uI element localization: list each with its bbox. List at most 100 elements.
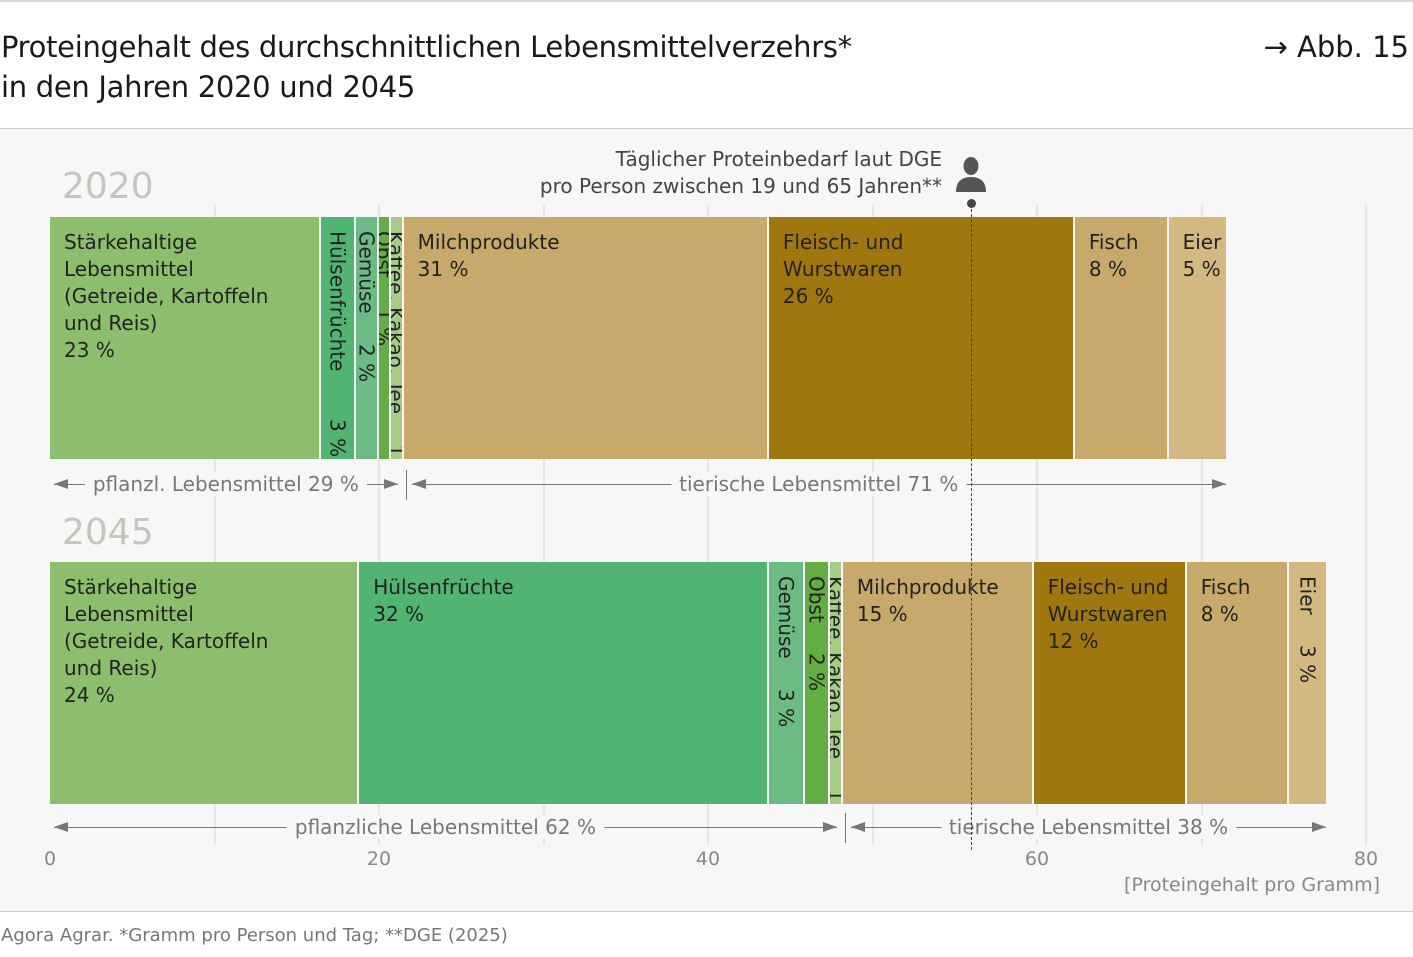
- gridline: [1365, 205, 1367, 845]
- segment-label: Stärkehaltige Lebensmittel (Getreide, Kart…: [64, 574, 268, 709]
- segment-label-line: Eier: [1182, 230, 1222, 254]
- bar-segment: Obst 1 %: [379, 217, 389, 459]
- gridline: [707, 205, 709, 845]
- arrow-left-icon: [850, 822, 865, 832]
- segment-pct: 24 %: [64, 683, 115, 707]
- gridline: [378, 205, 380, 845]
- x-tick-label: 40: [695, 848, 721, 870]
- source-note: Agora Agrar. *Gramm pro Person und Tag; …: [1, 925, 508, 946]
- segment-label-line: und Reis): [64, 656, 158, 680]
- segment-pct: 15 %: [856, 602, 908, 626]
- segment-label: Fleisch- und Wurstwaren 12 %: [1048, 574, 1169, 655]
- segment-pct: 26 %: [782, 284, 834, 308]
- segment-label-line: Milchprodukte: [417, 230, 560, 254]
- segment-label: Stärkehaltige Lebensmittel (Getreide, Kart…: [64, 229, 268, 364]
- group-separator: [844, 813, 846, 843]
- segment-label: Eier 3 %: [1295, 576, 1320, 683]
- segment-label: Eier 5 %: [1183, 229, 1222, 283]
- gridline: [213, 205, 216, 845]
- arrow-right-icon: [1312, 822, 1327, 832]
- segment-pct: 8 %: [1200, 602, 1239, 626]
- group-label: tierische Lebensmittel 71 %: [671, 472, 967, 496]
- group-label: pflanzliche Lebensmittel 62 %: [286, 815, 604, 839]
- segment-pct: 8 %: [1088, 257, 1127, 281]
- segment-label: Fisch 8 %: [1089, 229, 1139, 283]
- bar-segment: Gemüse 2 %: [355, 217, 377, 459]
- segment-label: Obst 1 %: [379, 231, 389, 346]
- segment-label-line: Milchprodukte: [856, 575, 999, 599]
- segment-label-line: Lebensmittel: [64, 257, 194, 281]
- arrow-left-icon: [54, 479, 68, 489]
- segment-name: Gemüse: [773, 576, 798, 659]
- segment-label: Hülsenfrüchte 3 %: [325, 231, 350, 457]
- x-tick-label: 20: [366, 848, 392, 870]
- bar-segment: Stärkehaltige Lebensmittel (Getreide, Kart…: [50, 217, 320, 459]
- bar-segment: Eier 5 %: [1168, 217, 1226, 459]
- dge-reference-line: [971, 204, 973, 850]
- x-tick-label: 80: [1353, 848, 1379, 870]
- bar-segment: Kaffee, Kakao, Tee 1 %: [829, 562, 841, 804]
- arrow-right-icon: [1211, 479, 1226, 489]
- segment-pct: 23 %: [64, 338, 115, 362]
- title-line-1: Proteingehalt des durchschnittlichen Leb…: [1, 30, 852, 64]
- group-label: pflanzl. Lebensmittel 29 %: [84, 472, 367, 496]
- segment-label-line: Fisch: [1088, 230, 1139, 254]
- bar-segment: Fleisch- und Wurstwaren 12 %: [1033, 562, 1185, 804]
- year-label: 2045: [62, 512, 154, 553]
- bar-segment: Obst 2 %: [805, 562, 828, 804]
- bar-segment: Stärkehaltige Lebensmittel (Getreide, Kart…: [50, 562, 358, 804]
- segment-label-line: Fleisch- und: [782, 230, 904, 254]
- bar-segment: Milchprodukte 31 %: [403, 217, 767, 459]
- segment-label-line: und Reis): [64, 311, 158, 335]
- bar-segment: Fisch 8 %: [1074, 217, 1167, 459]
- segment-label-line: Wurstwaren: [782, 257, 903, 281]
- segment-pct: 2 %: [355, 343, 377, 382]
- bar-segment: Fisch 8 %: [1186, 562, 1287, 804]
- segment-pct: 3 %: [773, 688, 798, 727]
- segment-label: Milchprodukte 31 %: [418, 229, 560, 283]
- segment-pct: 31 %: [417, 257, 469, 281]
- bar-segment: Fleisch- und Wurstwaren 26 %: [768, 217, 1073, 459]
- segment-name: Kaffee, Kakao, Tee: [390, 231, 402, 415]
- segment-label: Fleisch- und Wurstwaren 26 %: [783, 229, 904, 310]
- bar-segment: Milchprodukte 15 %: [842, 562, 1032, 804]
- segment-pct: 3 %: [325, 418, 350, 457]
- segment-label-line: (Getreide, Kartoffeln: [64, 629, 269, 653]
- segment-pct: 1 %: [379, 307, 389, 346]
- dge-label-line-2: pro Person zwischen 19 und 65 Jahren**: [539, 174, 942, 198]
- segment-name: Eier: [1295, 576, 1320, 615]
- segment-label: Obst 2 %: [805, 576, 828, 691]
- person-icon: [956, 157, 986, 192]
- segment-label: Kaffee, Kakao, Tee 1 %: [390, 231, 402, 459]
- segment-label: Fisch 8 %: [1201, 574, 1251, 628]
- segment-label: Milchprodukte 15 %: [857, 574, 999, 628]
- gridline: [871, 205, 874, 845]
- segment-pct: 5 %: [1182, 257, 1221, 281]
- gridline: [542, 205, 545, 845]
- top-rule: [0, 0, 1413, 2]
- bar-segment: Gemüse 3 %: [768, 562, 804, 804]
- gridline: [1200, 205, 1203, 845]
- chart-title: Proteingehalt des durchschnittlichen Leb…: [1, 27, 852, 107]
- segment-label-line: (Getreide, Kartoffeln: [64, 284, 269, 308]
- segment-label-line: Stärkehaltige: [64, 230, 198, 254]
- group-label: tierische Lebensmittel 38 %: [940, 815, 1237, 839]
- segment-label: Gemüse 2 %: [356, 231, 377, 382]
- segment-name: Gemüse: [355, 231, 377, 314]
- bar-segment: Kaffee, Kakao, Tee 1 %: [390, 217, 402, 459]
- segment-pct: 32 %: [373, 602, 425, 626]
- segment-label: Gemüse 3 %: [773, 576, 798, 727]
- bar-segment: Hülsenfrüchte 3 %: [321, 217, 354, 459]
- segment-name: Kaffee, Kakao, Tee: [829, 576, 841, 760]
- group-separator: [405, 470, 407, 500]
- segment-label: Hülsenfrüchte 32 %: [373, 574, 513, 628]
- dge-label-line-1: Täglicher Proteinbedarf laut DGE: [615, 147, 942, 171]
- segment-pct: 2 %: [805, 652, 828, 691]
- gridline: [1036, 205, 1038, 845]
- segment-pct: 12 %: [1047, 629, 1099, 653]
- x-tick-label: 60: [1024, 848, 1050, 870]
- bar-segment: Eier 3 %: [1288, 562, 1327, 804]
- segment-label: Kaffee, Kakao, Tee 1 %: [829, 576, 841, 804]
- segment-label-line: Hülsenfrüchte: [373, 575, 514, 599]
- arrow-right-icon: [383, 479, 398, 489]
